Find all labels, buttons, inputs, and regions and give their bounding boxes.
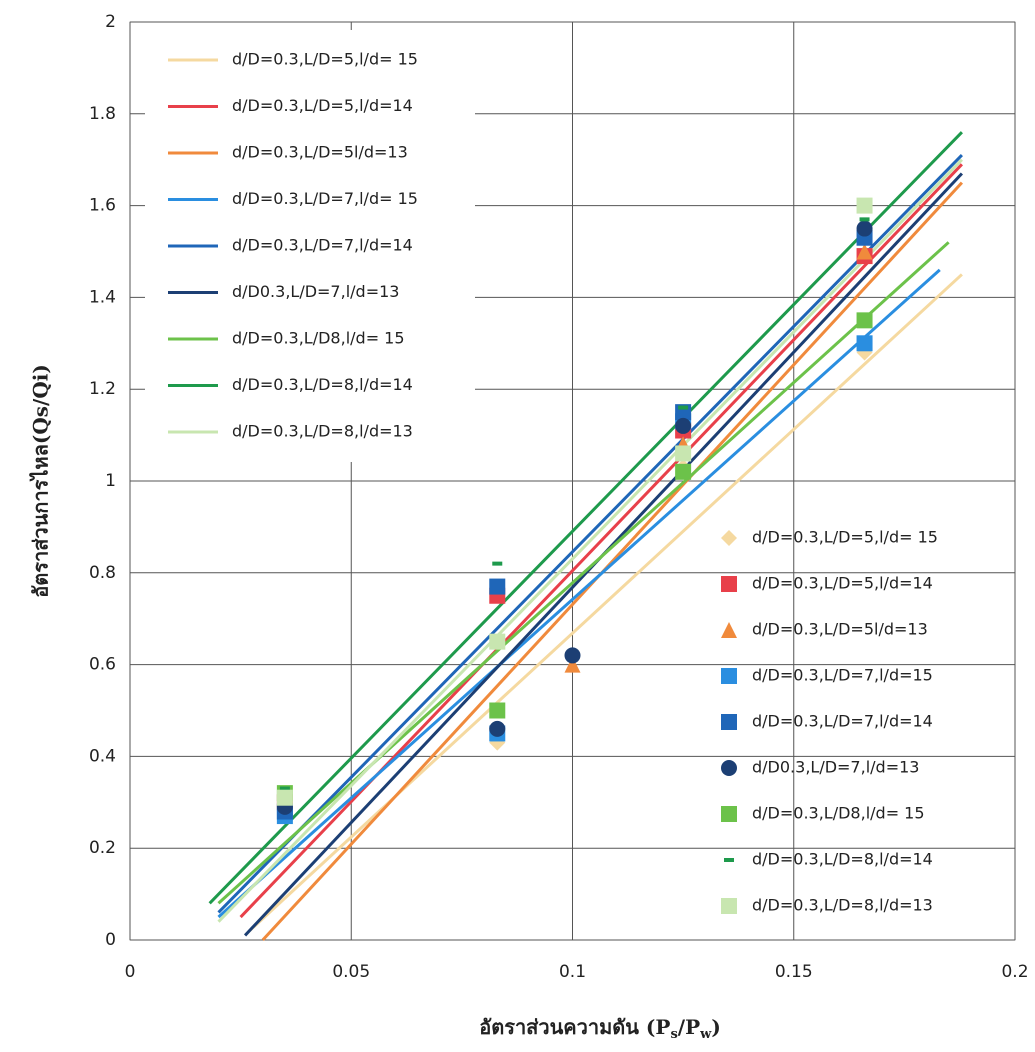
point [492, 561, 503, 566]
point [564, 647, 581, 664]
y-axis-label: อัตราส่วนการไหล(Qs/Qi) [29, 364, 53, 598]
point [675, 463, 692, 480]
x-axis-label: อัตราส่วนความดัน (Ps/Pw) [479, 1015, 721, 1042]
legend-label: d/D=0.3,L/D8,l/d= 15 [232, 329, 405, 348]
x-label-part: ) [711, 1015, 720, 1039]
legend-label: d/D=0.3,L/D=5,l/d= 15 [232, 50, 418, 69]
point [856, 197, 873, 214]
y-tick-label: 0 [105, 930, 116, 950]
y-tick-label: 0.4 [89, 746, 116, 766]
y-tick-label: 1.6 [89, 196, 116, 216]
legend-label: d/D=0.3,L/D=7,l/d=14 [232, 236, 413, 255]
trend-line [208, 131, 963, 905]
legend-label: d/D=0.3,L/D=5,l/d=14 [752, 574, 933, 593]
y-tick-label: 0.8 [89, 563, 116, 583]
legend-label: d/D=0.3,L/D=5l/d=13 [752, 620, 928, 639]
trend-line [217, 154, 963, 914]
legend-marker [721, 622, 737, 638]
point [675, 445, 692, 462]
point [675, 417, 692, 434]
point [489, 720, 506, 737]
legend-marker [724, 858, 734, 862]
point [489, 578, 506, 595]
legend-label: d/D=0.3,L/D=8,l/d=14 [752, 850, 933, 869]
x-tick-label: 0.2 [1001, 962, 1028, 982]
legend-label: d/D=0.3,L/D=7,l/d= 15 [232, 189, 418, 208]
point [564, 656, 581, 673]
x-label-part: อัตราส่วนความดัน (P [479, 1015, 670, 1039]
legend-marker [721, 760, 737, 776]
legend-label: d/D=0.3,L/D=5,l/d= 15 [752, 528, 938, 547]
trend-line [239, 163, 963, 919]
y-tick-label: 1.2 [89, 379, 116, 399]
legend-label: d/D=0.3,L/D=5,l/d=14 [232, 96, 413, 115]
trend-line [248, 273, 963, 932]
y-tick-label: 0.2 [89, 838, 116, 858]
legend-label: d/D=0.3,L/D=5l/d=13 [232, 143, 408, 162]
point [856, 312, 873, 329]
point [489, 633, 506, 650]
point [279, 786, 290, 791]
y-tick-label: 2 [105, 12, 116, 32]
x-label-sub: w [699, 1027, 712, 1042]
trend-line [261, 181, 964, 942]
legend-label: d/D=0.3,L/D=7,l/d=15 [752, 666, 933, 685]
legend-label: d/D=0.3,L/D=8,l/d=13 [232, 422, 413, 441]
legend-label: d/D0.3,L/D=7,l/d=13 [232, 282, 399, 301]
y-tick-label: 1.4 [89, 287, 116, 307]
legend-marker [721, 530, 737, 546]
point [856, 243, 873, 260]
legend-marker [721, 806, 737, 822]
legend-marker [721, 576, 737, 592]
legend-label: d/D0.3,L/D=7,l/d=13 [752, 758, 919, 777]
trend-line [217, 241, 950, 905]
point [276, 789, 293, 806]
legend-marker [721, 668, 737, 684]
legend-label: d/D=0.3,L/D=7,l/d=14 [752, 712, 933, 731]
x-tick-label: 0.15 [775, 962, 813, 982]
legend-label: d/D=0.3,L/D8,l/d= 15 [752, 804, 925, 823]
trend-line [217, 268, 941, 919]
legend-label: d/D=0.3,L/D=8,l/d=13 [752, 896, 933, 915]
point [859, 217, 870, 222]
x-label-part: /P [678, 1015, 700, 1039]
point [489, 702, 506, 719]
x-tick-label: 0.05 [332, 962, 370, 982]
legend-marker [721, 714, 737, 730]
trend-line [217, 158, 963, 923]
x-label-sub: s [670, 1027, 677, 1042]
legend-marker [721, 898, 737, 914]
legend-label: d/D=0.3,L/D=8,l/d=14 [232, 375, 413, 394]
y-tick-label: 1 [105, 471, 116, 491]
point [678, 405, 689, 410]
point [856, 335, 873, 352]
y-tick-label: 1.8 [89, 104, 116, 124]
y-tick-label: 0.6 [89, 655, 116, 675]
point [856, 220, 873, 237]
x-tick-label: 0 [125, 962, 136, 982]
x-tick-label: 0.1 [559, 962, 586, 982]
